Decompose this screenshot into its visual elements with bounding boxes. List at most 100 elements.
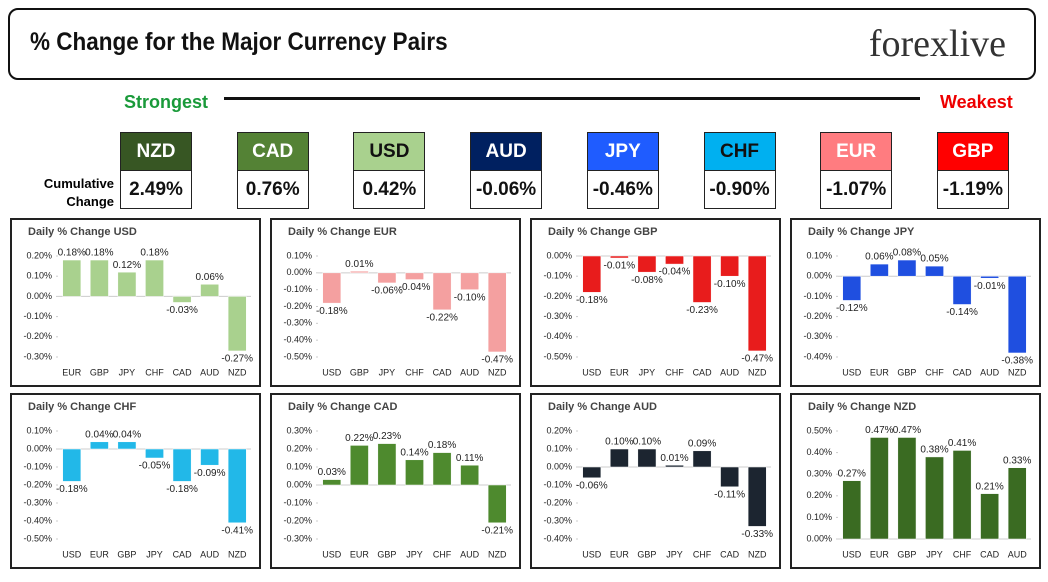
y-tick-label: -0.20% [543, 497, 572, 507]
currency-header: EUR [820, 132, 893, 171]
bar [460, 464, 479, 486]
y-tick-label: -0.10% [23, 311, 52, 321]
y-tick-label: 0.30% [286, 425, 312, 435]
value-label: 0.14% [400, 447, 428, 458]
chart: Daily % Change EUR 0.10% 0.00% -0.10% -0.20%… [283, 226, 513, 377]
bar [720, 255, 739, 277]
bar [692, 255, 712, 303]
y-tick-label: 0.00% [806, 533, 832, 543]
bar [172, 296, 192, 303]
bar [117, 441, 137, 450]
y-tick-label: -0.10% [543, 479, 572, 489]
bar [1007, 275, 1027, 354]
value-label: -0.27% [221, 354, 253, 365]
chart: Daily % Change USD 0.20% 0.10% 0.00% -0.10% -… [23, 226, 253, 377]
chart: Daily % Change AUD0.20%0.10%0.00%-0.10%-… [543, 401, 773, 559]
y-tick-label: -0.10% [803, 291, 832, 301]
x-tick-label: JPY [146, 549, 163, 559]
value-label: 0.21% [975, 481, 1003, 492]
bar [952, 275, 972, 305]
value-label: 0.01% [660, 453, 688, 464]
x-tick-label: AUD [720, 367, 740, 377]
value-label: 0.47% [893, 425, 921, 436]
x-tick-label: EUR [610, 367, 630, 377]
x-tick-label: USD [322, 549, 342, 559]
row-label: Cumulative Change [43, 176, 114, 209]
page-title: % Change for the Major Currency Pairs [30, 28, 448, 56]
bar [432, 272, 452, 311]
value-label: -0.05% [139, 461, 171, 472]
y-tick-label: 0.10% [286, 250, 312, 260]
chart-panel: Daily % Change GBP 0.00% -0.10% -0.20% -0.30… [530, 218, 781, 387]
x-tick-label: JPY [926, 549, 943, 559]
value-label: 0.38% [920, 445, 948, 456]
bar [62, 448, 82, 482]
x-tick-label: CHF [693, 549, 712, 559]
bar [720, 466, 739, 488]
value-label: 0.10% [633, 437, 661, 448]
x-tick-label: AUD [200, 549, 220, 559]
bar [897, 437, 917, 540]
y-tick-label: -0.40% [543, 533, 572, 543]
x-tick-label: GBP [90, 367, 109, 377]
value-label: -0.04% [659, 267, 691, 278]
x-tick-label: USD [582, 367, 602, 377]
x-tick-label: CAD [953, 367, 973, 377]
bar [897, 259, 917, 277]
y-tick-label: 0.20% [806, 490, 832, 500]
x-tick-label: CAD [693, 367, 713, 377]
x-tick-label: GBP [117, 549, 136, 559]
y-tick-label: -0.50% [23, 533, 52, 543]
bar [925, 456, 944, 540]
bar [405, 272, 424, 280]
currency-header: USD [353, 132, 426, 171]
value-label: -0.01% [604, 261, 636, 272]
bar [637, 448, 657, 468]
bar [582, 466, 602, 479]
bar [172, 448, 192, 482]
value-label: 0.33% [1003, 455, 1031, 466]
y-tick-label: 0.00% [546, 250, 572, 260]
value-label: -0.12% [836, 303, 868, 314]
x-tick-label: AUD [1008, 549, 1028, 559]
x-tick-label: CHF [953, 549, 972, 559]
bar [460, 272, 479, 290]
currency-header: JPY [586, 132, 659, 171]
value-label: 0.09% [688, 438, 716, 449]
chart-panel: Daily % Change JPY 0.10% 0.00% -0.10% -0.20%… [790, 218, 1041, 387]
bar [322, 272, 342, 304]
value-label: -0.06% [576, 480, 608, 491]
y-tick-label: 0.00% [806, 271, 832, 281]
x-tick-label: EUR [870, 549, 890, 559]
y-tick-label: -0.30% [283, 318, 312, 328]
x-tick-label: GBP [637, 549, 656, 559]
value-label: 0.10% [605, 437, 633, 448]
value-label: 0.18% [428, 440, 456, 451]
bar [377, 443, 397, 486]
y-tick-label: 0.00% [26, 443, 52, 453]
y-tick-label: -0.30% [283, 533, 312, 543]
chart: Daily % Change CAD 0.30% 0.20% 0.10% 0.00% -0… [283, 401, 513, 559]
y-tick-label: 0.00% [546, 461, 572, 471]
y-tick-label: -0.30% [23, 351, 52, 361]
x-tick-label: AUD [200, 367, 220, 377]
y-tick-label: -0.10% [23, 461, 52, 471]
bar [377, 272, 397, 284]
x-tick-label: USD [582, 549, 602, 559]
x-tick-label: USD [842, 367, 862, 377]
y-tick-label: -0.10% [283, 284, 312, 294]
x-tick-label: CAD [720, 549, 740, 559]
y-tick-label: 0.20% [286, 443, 312, 453]
y-tick-label: 0.20% [546, 425, 572, 435]
chart-title: Daily % Change AUD [548, 401, 657, 413]
value-label: 0.04% [85, 429, 113, 440]
x-tick-label: EUR [90, 549, 110, 559]
x-tick-label: JPY [639, 367, 656, 377]
x-tick-label: CHF [405, 367, 424, 377]
value-label: 0.04% [113, 429, 141, 440]
value-label: -0.22% [426, 313, 458, 324]
bar [487, 272, 507, 353]
x-tick-label: EUR [62, 367, 82, 377]
x-tick-label: USD [62, 549, 82, 559]
x-tick-label: AUD [460, 367, 480, 377]
